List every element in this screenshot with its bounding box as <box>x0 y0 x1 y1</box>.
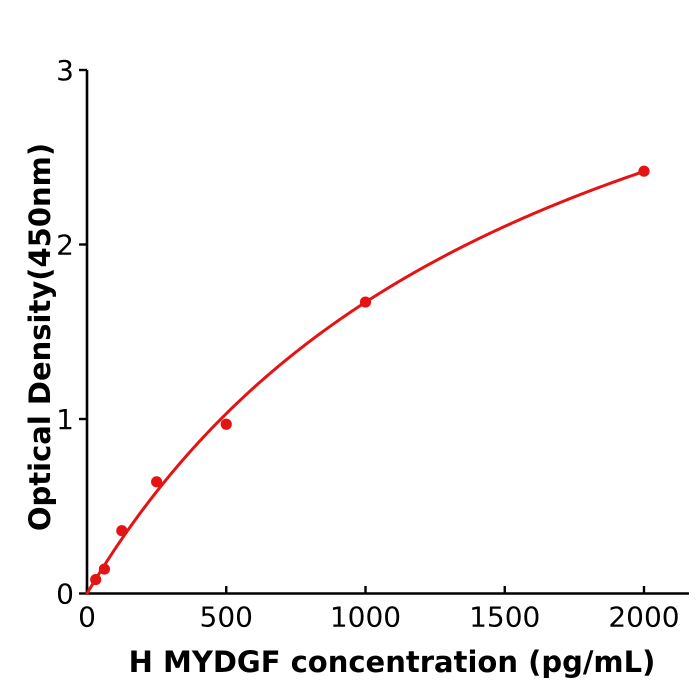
x-tick-label: 500 <box>200 601 253 634</box>
x-tick-label: 1000 <box>330 601 401 634</box>
y-tick-label: 3 <box>56 54 74 87</box>
x-tick-label: 0 <box>78 601 96 634</box>
data-point <box>98 563 111 575</box>
y-tick-label: 2 <box>56 229 74 262</box>
data-point <box>151 476 163 488</box>
fit-curve <box>85 169 646 595</box>
data-point <box>359 296 372 308</box>
y-tick-label: 1 <box>56 403 74 436</box>
y-axis-title: Optical Density(450nm) <box>23 142 57 532</box>
x-tick-label: 1500 <box>469 601 540 634</box>
data-point <box>638 165 650 177</box>
data-point <box>116 525 128 537</box>
x-axis-title: H MYDGF concentration (pg/mL) <box>128 645 656 679</box>
data-point <box>90 573 102 586</box>
y-tick-label: 0 <box>56 578 74 611</box>
x-tick-label: 2000 <box>608 601 679 634</box>
data-point <box>220 418 232 430</box>
